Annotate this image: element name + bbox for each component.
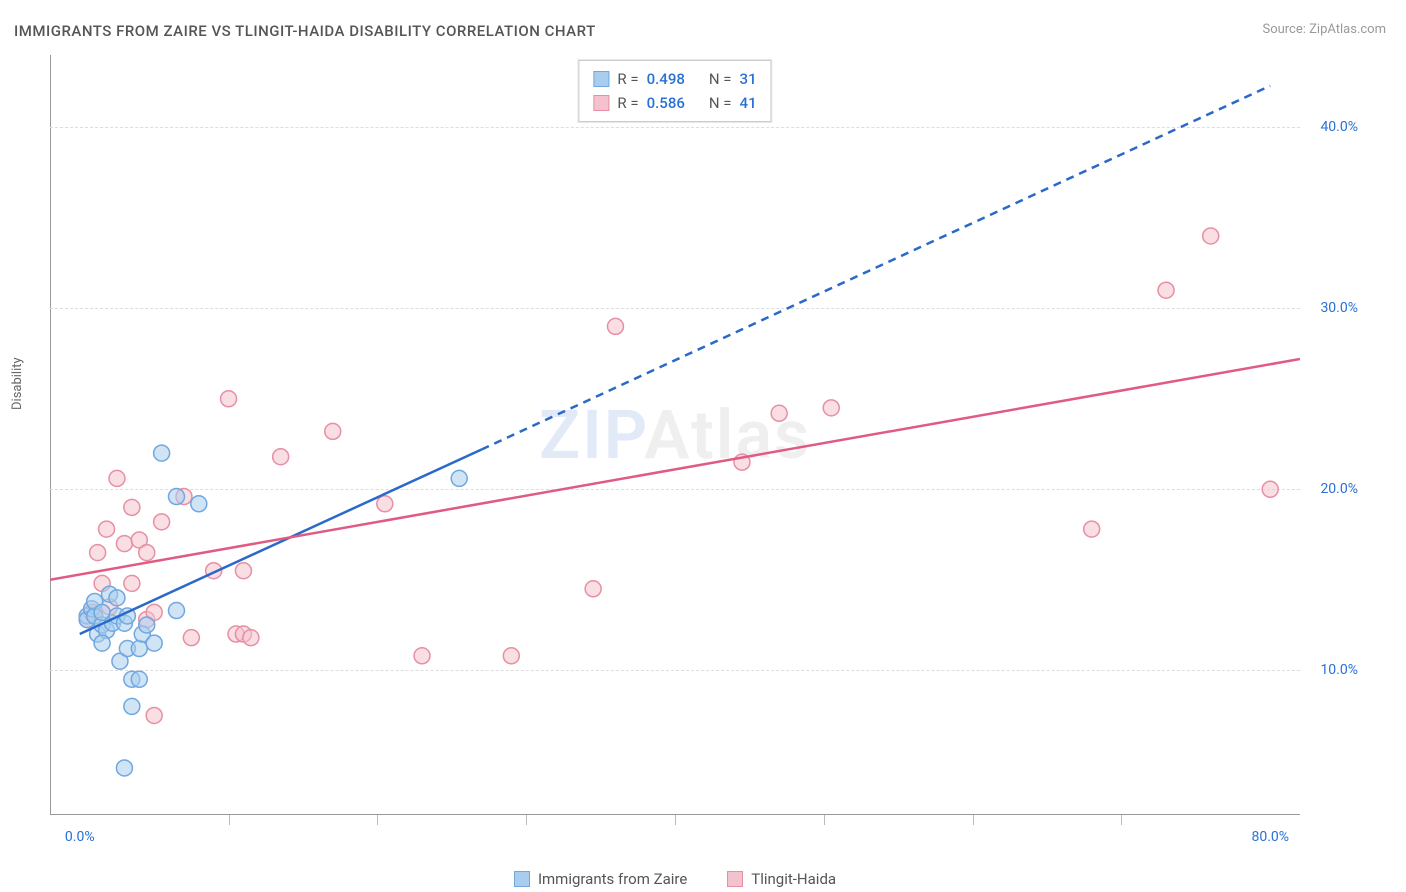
scatter-point [90,545,106,561]
scatter-point [191,496,207,512]
scatter-point [503,648,519,664]
scatter-point [124,499,140,515]
scatter-point [146,635,162,651]
scatter-point [139,617,155,633]
scatter-point [124,575,140,591]
plot-area: ZIPAtlas 10.0%20.0%30.0%40.0% R = 0.498 … [50,55,1300,815]
scatter-point [154,445,170,461]
stats-r-value-2: 0.586 [647,91,685,115]
x-tick [1121,815,1122,825]
scatter-point [116,760,132,776]
stats-row-series1: R = 0.498 N = 31 [593,67,756,91]
stats-n-value-1: 31 [740,67,757,91]
y-tick-label: 20.0% [1320,481,1358,497]
stats-row-series2: R = 0.586 N = 41 [593,91,756,115]
x-tick [526,815,527,825]
x-tick-label: 0.0% [65,829,95,845]
legend-swatch-series1 [514,871,530,887]
scatter-point [273,449,289,465]
stats-swatch-series2 [593,95,609,111]
scatter-point [771,405,787,421]
scatter-point [109,590,125,606]
scatter-point [146,707,162,723]
stats-r-value-1: 0.498 [647,67,685,91]
scatter-point [235,563,251,579]
x-tick-label: 80.0% [1251,829,1289,845]
chart-container: IMMIGRANTS FROM ZAIRE VS TLINGIT-HAIDA D… [0,0,1406,892]
scatter-point [116,536,132,552]
scatter-point [139,545,155,561]
scatter-point [131,671,147,687]
scatter-point [1158,282,1174,298]
chart-title: IMMIGRANTS FROM ZAIRE VS TLINGIT-HAIDA D… [14,22,596,40]
scatter-point [585,581,601,597]
x-tick [675,815,676,825]
y-axis-label: Disability [10,357,25,410]
legend-label-series1: Immigrants from Zaire [538,870,687,888]
stats-r-label-2: R = [617,91,638,115]
scatter-point [168,489,184,505]
legend-swatch-series2 [727,871,743,887]
scatter-point [183,630,199,646]
trend-line [50,359,1300,580]
scatter-svg [50,55,1300,815]
scatter-point [1203,228,1219,244]
scatter-point [1262,481,1278,497]
y-tick-label: 10.0% [1320,662,1358,678]
y-tick-label: 40.0% [1320,119,1358,135]
x-tick [229,815,230,825]
x-tick [973,815,974,825]
x-labels-layer: 0.0% 80.0% [50,827,1300,847]
stats-n-value-2: 41 [740,91,757,115]
scatter-point [131,641,147,657]
scatter-point [168,603,184,619]
stats-n-label-1: N = [709,67,732,91]
scatter-point [221,391,237,407]
scatter-point [823,400,839,416]
scatter-point [109,470,125,486]
y-tick-label: 30.0% [1320,300,1358,316]
scatter-point [1084,521,1100,537]
stats-n-label-2: N = [709,91,732,115]
source-attribution: Source: ZipAtlas.com [1262,22,1386,37]
scatter-point [124,698,140,714]
legend-item-series1: Immigrants from Zaire [514,870,687,888]
x-tick [377,815,378,825]
scatter-point [325,423,341,439]
legend-item-series2: Tlingit-Haida [727,870,836,888]
scatter-point [451,470,467,486]
stats-box: R = 0.498 N = 31 R = 0.586 N = 41 [578,60,771,122]
legend-label-series2: Tlingit-Haida [751,870,836,888]
trend-line [482,86,1271,450]
bottom-legend: Immigrants from Zaire Tlingit-Haida [50,870,1300,888]
scatter-point [94,635,110,651]
scatter-point [607,318,623,334]
scatter-point [377,496,393,512]
stats-r-label-1: R = [617,67,638,91]
scatter-point [414,648,430,664]
scatter-point [99,521,115,537]
x-tick [824,815,825,825]
scatter-point [243,630,259,646]
stats-swatch-series1 [593,71,609,87]
scatter-point [154,514,170,530]
